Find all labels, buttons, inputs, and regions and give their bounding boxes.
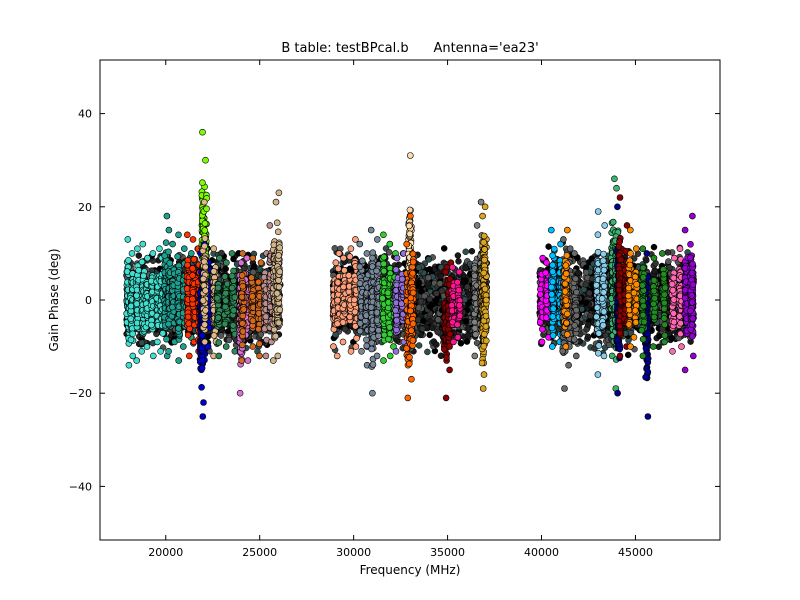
data-point xyxy=(128,250,136,257)
data-point xyxy=(424,348,431,356)
data-point xyxy=(463,338,471,345)
data-points xyxy=(123,128,697,420)
data-point xyxy=(455,258,462,265)
data-point xyxy=(133,357,140,364)
data-point xyxy=(393,337,401,344)
data-point xyxy=(462,317,470,325)
data-point xyxy=(462,248,469,256)
data-point xyxy=(656,332,663,340)
data-point xyxy=(586,289,593,297)
data-point xyxy=(427,317,434,325)
data-point xyxy=(331,245,339,252)
data-point xyxy=(651,267,658,275)
data-point xyxy=(426,331,433,339)
data-point xyxy=(417,298,425,305)
data-point xyxy=(134,245,141,252)
data-point xyxy=(433,290,440,297)
data-point xyxy=(664,249,672,256)
data-point xyxy=(139,240,147,248)
data-point xyxy=(655,343,662,351)
data-point xyxy=(464,332,472,339)
data-point xyxy=(650,243,658,251)
data-point xyxy=(665,258,672,265)
data-point xyxy=(434,316,442,323)
data-point xyxy=(415,342,423,349)
chart-title: B table: testBPcal.b Antenna='ea23' xyxy=(281,41,538,56)
data-point xyxy=(138,339,146,346)
data-point xyxy=(426,266,433,273)
data-point xyxy=(127,302,135,310)
data-point xyxy=(582,281,590,288)
data-point xyxy=(225,336,233,344)
data-point xyxy=(127,315,135,323)
data-point xyxy=(341,325,349,333)
data-point xyxy=(428,301,436,308)
data-point xyxy=(125,361,133,369)
data-point xyxy=(437,352,445,360)
data-point xyxy=(129,330,136,338)
data-point xyxy=(138,347,145,355)
data-point xyxy=(415,264,423,271)
data-point xyxy=(643,257,650,264)
data-point xyxy=(584,333,592,341)
data-point xyxy=(587,312,594,319)
data-point xyxy=(217,332,225,339)
data-point xyxy=(124,236,132,243)
data-point xyxy=(125,257,132,264)
data-point xyxy=(462,277,469,285)
data-point xyxy=(575,269,582,277)
data-point xyxy=(428,324,436,332)
data-point xyxy=(249,268,257,276)
data-point xyxy=(135,252,143,259)
data-point xyxy=(436,280,444,287)
data-point xyxy=(434,328,441,336)
data-point xyxy=(464,283,471,291)
data-point xyxy=(433,341,440,348)
data-point xyxy=(584,321,592,329)
data-point xyxy=(440,245,448,252)
data-point xyxy=(222,265,229,273)
data-point xyxy=(425,274,432,282)
data-point xyxy=(468,247,476,255)
data-point xyxy=(624,351,632,359)
data-point xyxy=(582,269,590,276)
data-point xyxy=(230,255,237,263)
data-point xyxy=(123,268,131,275)
data-point xyxy=(464,325,472,332)
data-point xyxy=(127,336,135,344)
data-point xyxy=(385,249,393,256)
data-point xyxy=(420,317,427,325)
data-point xyxy=(545,243,552,250)
data-point xyxy=(415,279,423,286)
data-point xyxy=(419,325,426,333)
data-point xyxy=(415,304,422,311)
data-point xyxy=(454,252,462,259)
data-point xyxy=(135,266,142,274)
data-point xyxy=(421,292,428,300)
data-point xyxy=(668,335,676,342)
data-point xyxy=(582,299,590,306)
